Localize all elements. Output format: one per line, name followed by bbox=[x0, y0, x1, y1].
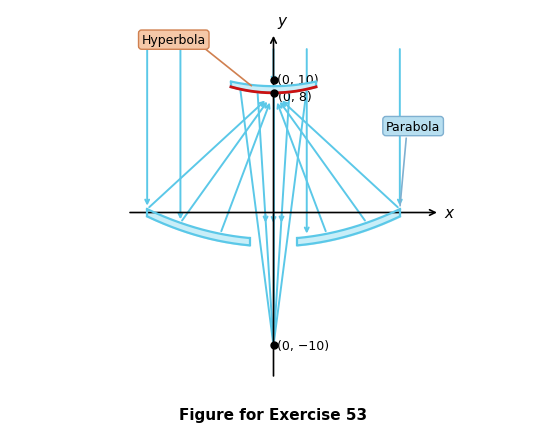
Text: $x$: $x$ bbox=[444, 205, 455, 221]
Text: Hyperbola: Hyperbola bbox=[142, 34, 206, 47]
Text: Parabola: Parabola bbox=[386, 120, 440, 133]
Text: (0, 10): (0, 10) bbox=[277, 74, 319, 87]
Text: (0, 8): (0, 8) bbox=[278, 91, 312, 104]
Text: $y$: $y$ bbox=[277, 15, 289, 31]
Text: Figure for Exercise 53: Figure for Exercise 53 bbox=[179, 407, 368, 422]
Text: (0, −10): (0, −10) bbox=[277, 339, 330, 352]
